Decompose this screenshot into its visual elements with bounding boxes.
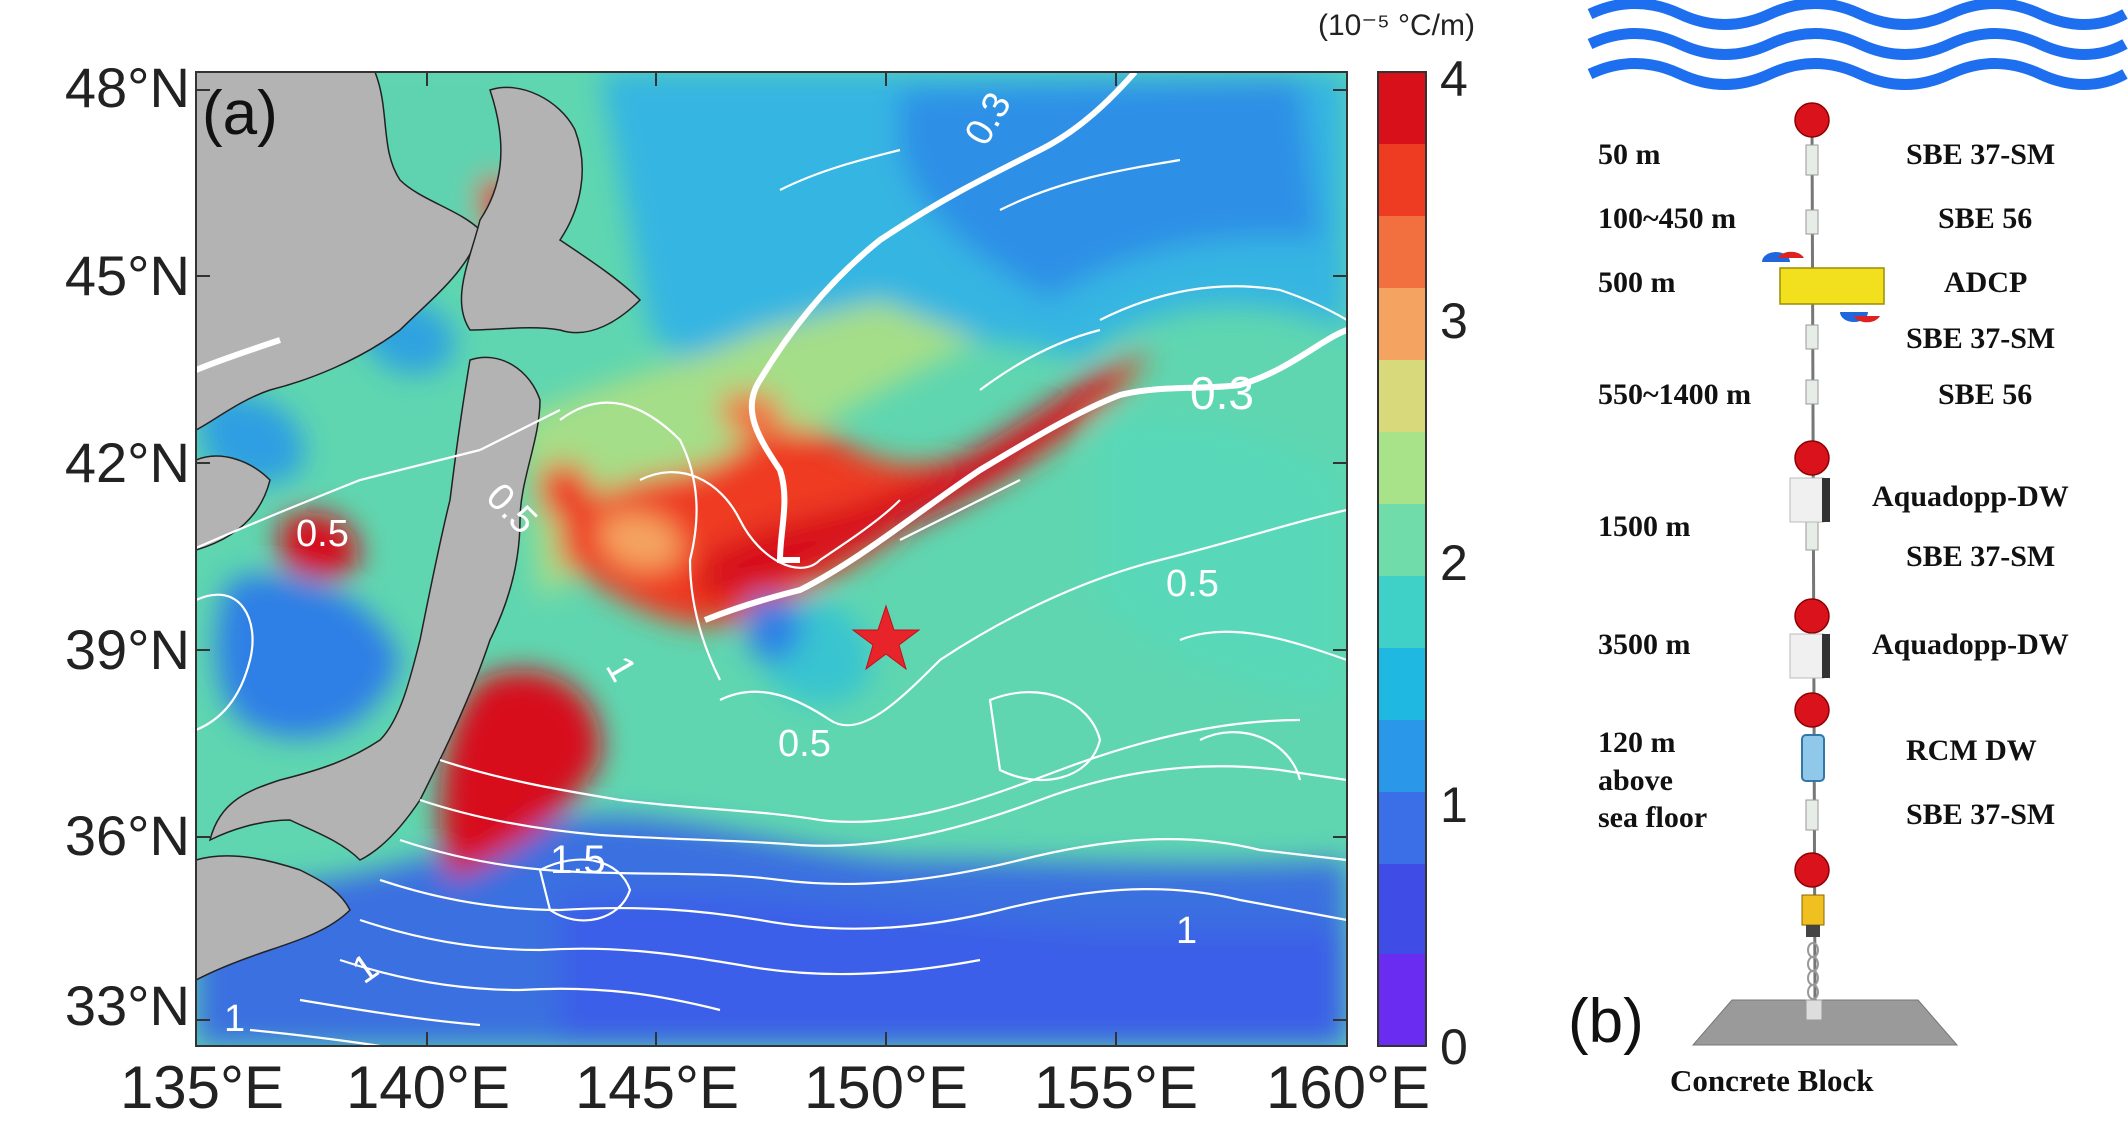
contour-label: 0.5: [778, 723, 831, 765]
instrument-label: SBE 56: [1938, 202, 2033, 235]
depth-label-550-1400m: 550~1400 m: [1598, 378, 1752, 411]
contour-label: 0.5: [1166, 563, 1219, 605]
contour-label: 1.5: [550, 838, 606, 882]
instrument-label: SBE 37-SM: [1906, 138, 2056, 171]
rcm-dw: [1801, 734, 1825, 782]
instrument-label: SBE 37-SM: [1906, 798, 2056, 831]
contour-label: 1: [224, 998, 246, 1040]
instrument-label: Aquadopp-DW: [1872, 628, 2069, 661]
adcp: [1762, 251, 1885, 323]
lat-label-45: 45°N: [64, 244, 190, 307]
sea-surface-waves: [1587, 0, 2128, 90]
instrument-label: SBE 56: [1938, 378, 2033, 411]
colorbar-tick-3: 3: [1440, 293, 1468, 349]
instrument-label: SBE 37-SM: [1906, 540, 2056, 573]
colorbar: [1377, 71, 1427, 1047]
depth-label-1500m: 1500 m: [1598, 510, 1691, 543]
depth-label-500m: 500 m: [1598, 266, 1676, 299]
instrument-label: RCM DW: [1906, 734, 2037, 767]
lon-label-145: 145°E: [574, 1054, 740, 1121]
colorbar-tick-4: 4: [1440, 51, 1468, 107]
acoustic-release: [1801, 894, 1825, 937]
land-masses: [196, 72, 642, 981]
mooring-site-star: [851, 604, 921, 671]
colorbar-tick-0: 0: [1440, 1019, 1468, 1075]
depth-label-50m: 50 m: [1598, 138, 1661, 171]
concrete-block-label: Concrete Block: [1670, 1063, 1874, 1098]
lon-label-160: 160°E: [1265, 1054, 1431, 1121]
lat-label-42: 42°N: [64, 431, 190, 494]
aquadopp-units: [1789, 477, 1830, 679]
contour-label: 1: [1176, 910, 1198, 952]
contour-label: 0.3: [1190, 367, 1254, 419]
colorbar-unit: (10⁻⁵ °C/m): [1318, 9, 1475, 42]
lon-label-135: 135°E: [119, 1054, 285, 1121]
lat-label-33: 33°N: [64, 974, 190, 1037]
depth-label-3500m: 3500 m: [1598, 628, 1691, 661]
lon-label-140: 140°E: [345, 1054, 511, 1121]
lat-label-36: 36°N: [64, 804, 190, 867]
instrument-label: SBE 37-SM: [1906, 322, 2056, 355]
floats: [1794, 102, 1830, 888]
colorbar-tick-2: 2: [1440, 535, 1468, 591]
concrete-block: [1691, 999, 1959, 1046]
map-frame: [195, 71, 1348, 1047]
depth-label-100-450m: 100~450 m: [1598, 202, 1737, 235]
lat-label-39: 39°N: [64, 618, 190, 681]
lon-label-155: 155°E: [1033, 1054, 1199, 1121]
instrument-label: ADCP: [1944, 266, 2028, 299]
depth-label-seafloor: 120 m above sea floor: [1598, 726, 1708, 834]
instrument-label: Aquadopp-DW: [1872, 480, 2069, 513]
colorbar-tick-1: 1: [1440, 777, 1468, 833]
chain: [1807, 942, 1819, 1000]
contour-lines: [196, 148, 1347, 1046]
thick-contours: [196, 72, 1347, 623]
instruments: [1805, 144, 1819, 831]
panel-b-label: (b): [1568, 987, 1644, 1056]
map-ticks: [196, 72, 1347, 1046]
panel-a-label: (a): [202, 79, 278, 148]
lon-label-150: 150°E: [803, 1054, 969, 1121]
lat-label-48: 48°N: [64, 56, 190, 119]
contour-label: 0.5: [296, 513, 349, 555]
